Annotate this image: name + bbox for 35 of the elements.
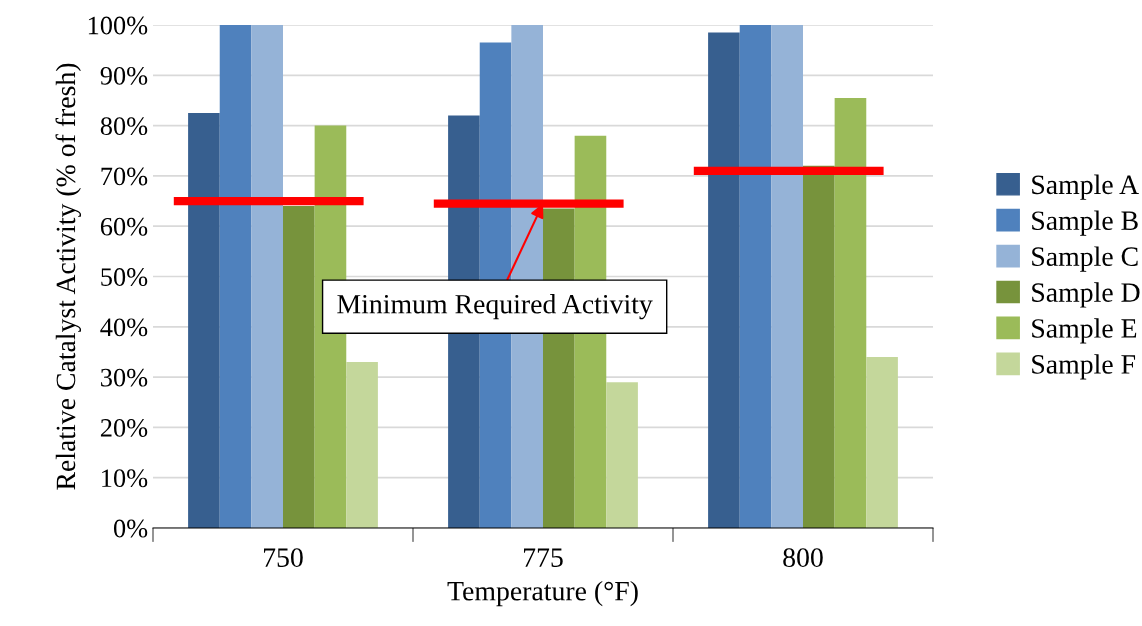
bar bbox=[251, 25, 283, 528]
bar bbox=[283, 206, 315, 528]
x-tick-label: 750 bbox=[264, 548, 303, 567]
legend-label: Sample A bbox=[1032, 174, 1139, 200]
bar bbox=[219, 25, 252, 528]
y-tick-label: 50% bbox=[101, 268, 148, 286]
bar bbox=[346, 362, 378, 528]
bar bbox=[866, 356, 898, 528]
y-tick-label: 40% bbox=[100, 318, 148, 337]
annotation: Minimum Required Activity bbox=[337, 294, 653, 320]
y-axis-title: Relative Catalyst Activity (% of fresh) bbox=[55, 63, 82, 490]
legend-label: Sample D bbox=[1032, 282, 1140, 308]
legend-label: Sample E bbox=[1032, 318, 1137, 344]
y-tick-label: 90% bbox=[100, 66, 148, 85]
legend-label: Sample B bbox=[1032, 210, 1138, 236]
bar bbox=[188, 113, 220, 528]
bar bbox=[739, 25, 772, 528]
bar bbox=[606, 382, 638, 528]
y-tick-label: 30% bbox=[101, 368, 148, 387]
y-tick-label: 80% bbox=[100, 117, 148, 136]
y-tick-label: 70% bbox=[101, 167, 148, 186]
bar bbox=[708, 32, 740, 528]
x-axis-title: Temperature (°F) bbox=[447, 580, 638, 607]
x-tick-label: 775 bbox=[524, 548, 563, 567]
legend-label: Sample F bbox=[1032, 354, 1136, 380]
x-tick-label: 800 bbox=[783, 548, 823, 567]
y-tick-label: 0% bbox=[113, 519, 148, 538]
y-tick-label: 10% bbox=[102, 469, 148, 488]
bar bbox=[803, 165, 835, 528]
legend-label: Sample C bbox=[1032, 246, 1138, 272]
y-tick-label: 60% bbox=[100, 217, 148, 236]
bar bbox=[834, 97, 867, 528]
y-tick-label: 100% bbox=[88, 16, 148, 35]
bar bbox=[771, 25, 803, 528]
y-tick-label: 20% bbox=[100, 419, 148, 437]
